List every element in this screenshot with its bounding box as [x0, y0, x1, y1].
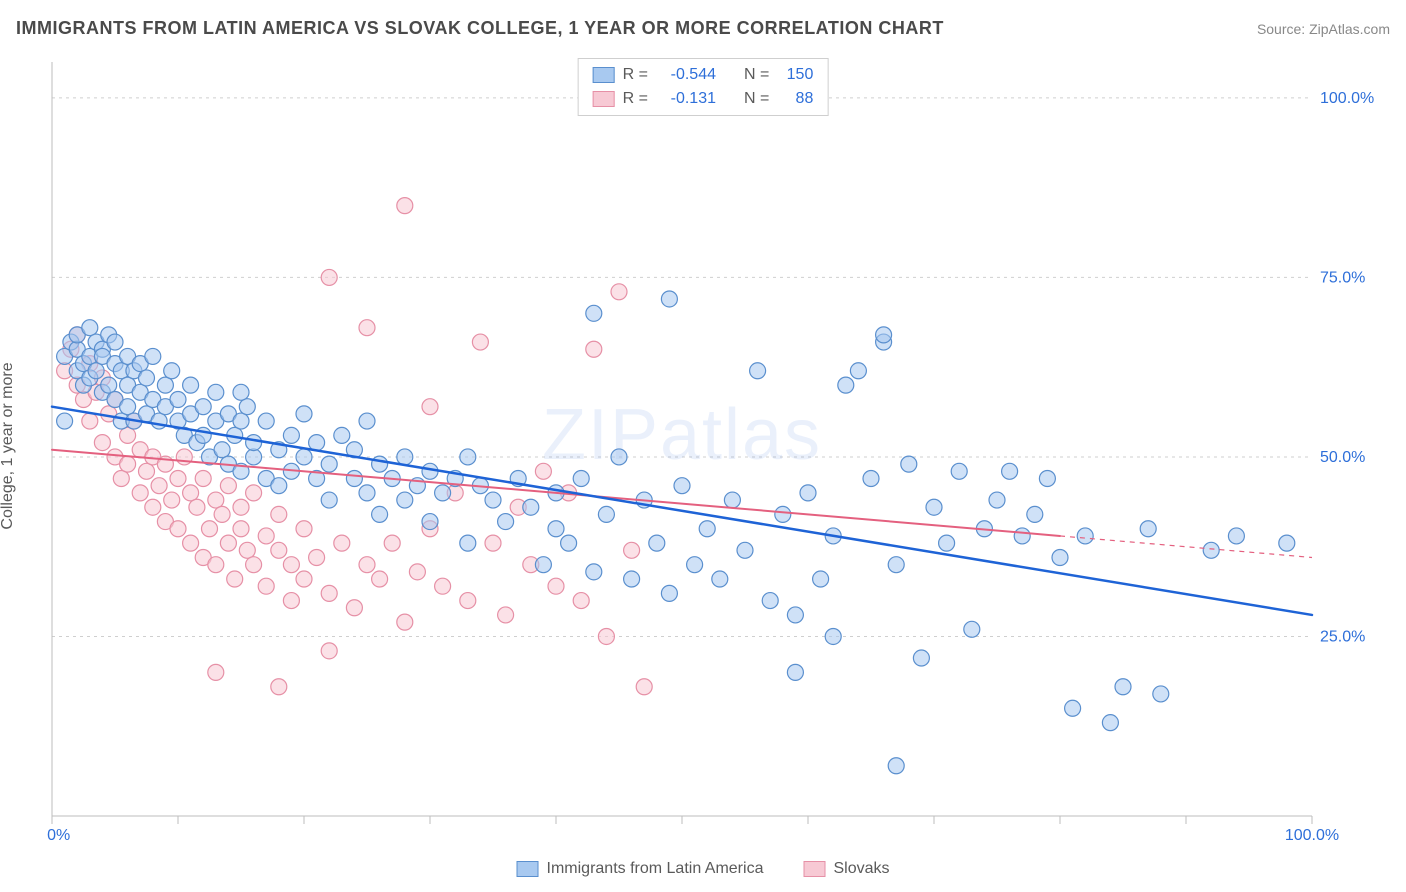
stats-legend: R = -0.544 N = 150 R = -0.131 N = 88 [578, 58, 829, 116]
legend-label-b: Slovaks [833, 860, 889, 878]
chart-title: IMMIGRANTS FROM LATIN AMERICA VS SLOVAK … [16, 18, 944, 39]
legend-item-a: Immigrants from Latin America [517, 860, 764, 878]
svg-text:50.0%: 50.0% [1320, 449, 1365, 466]
n-label: N = [744, 87, 769, 111]
stats-row-series-b: R = -0.131 N = 88 [593, 87, 814, 111]
series-legend: Immigrants from Latin America Slovaks [517, 860, 890, 878]
legend-item-b: Slovaks [803, 860, 889, 878]
r-label: R = [623, 87, 648, 111]
swatch-series-a [517, 861, 539, 877]
source-name: ZipAtlas.com [1309, 21, 1390, 37]
n-value-b: 88 [777, 87, 813, 111]
legend-label-a: Immigrants from Latin America [547, 860, 764, 878]
svg-text:100.0%: 100.0% [1285, 827, 1339, 840]
swatch-series-a [593, 67, 615, 83]
svg-text:ZIPatlas: ZIPatlas [542, 395, 822, 475]
svg-text:75.0%: 75.0% [1320, 269, 1365, 286]
r-label: R = [623, 63, 648, 87]
y-axis-label: College, 1 year or more [0, 362, 17, 529]
r-value-a: -0.544 [656, 63, 716, 87]
n-value-a: 150 [777, 63, 813, 87]
svg-text:25.0%: 25.0% [1320, 628, 1365, 645]
swatch-series-b [803, 861, 825, 877]
svg-text:0.0%: 0.0% [46, 827, 70, 840]
stats-row-series-a: R = -0.544 N = 150 [593, 63, 814, 87]
svg-text:100.0%: 100.0% [1320, 90, 1374, 107]
n-label: N = [744, 63, 769, 87]
source-attribution: Source: ZipAtlas.com [1257, 21, 1390, 37]
source-prefix: Source: [1257, 21, 1309, 37]
correlation-scatter-chart: 25.0% 50.0% 75.0% 100.0% 0.0% 100.0% ZIPatlas [46, 58, 1376, 840]
swatch-series-b [593, 91, 615, 107]
r-value-b: -0.131 [656, 87, 716, 111]
